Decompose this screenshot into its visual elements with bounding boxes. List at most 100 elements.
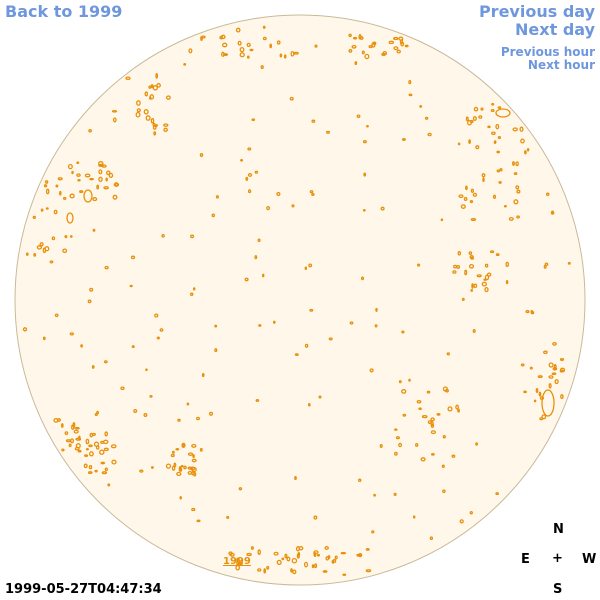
- contour-mark: [408, 79, 412, 85]
- contour-mark: [519, 126, 524, 132]
- contour-mark: [191, 471, 195, 476]
- contour-mark: [332, 559, 337, 563]
- contour-mark: [85, 447, 89, 451]
- contour-mark: [497, 135, 502, 140]
- contour-mark: [105, 177, 108, 182]
- contour-mark: [189, 466, 196, 471]
- contour-mark: [493, 140, 497, 144]
- contour-mark: [103, 447, 109, 452]
- contour-mark: [154, 313, 159, 318]
- contour-mark: [313, 552, 317, 558]
- contour-mark: [130, 255, 136, 260]
- contour-mark: [88, 464, 93, 470]
- next-hour-link[interactable]: Next hour: [527, 58, 595, 72]
- contour-mark: [372, 41, 377, 46]
- back-to-year-link[interactable]: Back to 1999: [5, 2, 123, 21]
- contour-mark: [189, 292, 194, 297]
- contour-mark: [541, 389, 555, 417]
- contour-mark: [396, 49, 401, 54]
- contour-mark: [246, 552, 252, 557]
- next-day-link[interactable]: Next day: [515, 20, 595, 39]
- contour-mark: [89, 287, 94, 292]
- contour-mark: [155, 73, 159, 79]
- contour-mark: [89, 177, 94, 181]
- contour-mark: [239, 52, 245, 58]
- year-link[interactable]: 1999: [223, 556, 251, 567]
- contour-mark: [249, 48, 254, 52]
- compass-west-label: W: [582, 552, 597, 567]
- contour-mark: [342, 573, 347, 576]
- contour-mark: [94, 412, 98, 417]
- contour-mark: [442, 435, 446, 439]
- contour-mark: [424, 116, 429, 120]
- contour-mark: [224, 53, 228, 57]
- contour-mark: [33, 253, 37, 257]
- contour-mark: [469, 254, 474, 260]
- contour-mark: [393, 46, 399, 51]
- contour-mark: [107, 483, 111, 487]
- contour-mark: [144, 91, 149, 97]
- compass-east-label: E: [521, 552, 530, 567]
- contour-mark: [93, 441, 100, 447]
- contour-mark: [554, 379, 559, 385]
- contour-mark: [473, 106, 479, 112]
- contour-mark: [78, 435, 81, 441]
- contour-mark: [473, 283, 478, 289]
- contour-mark: [470, 288, 474, 292]
- contour-mark: [469, 510, 473, 515]
- contour-mark: [513, 199, 519, 205]
- contour-mark: [495, 492, 500, 496]
- contour-mark: [460, 204, 466, 209]
- contour-mark: [543, 350, 548, 355]
- contour-mark: [36, 245, 43, 250]
- contour-mark: [236, 557, 240, 562]
- contour-mark: [408, 93, 413, 97]
- contour-mark: [291, 557, 298, 564]
- contour-mark: [544, 262, 549, 266]
- contour-mark: [461, 297, 465, 302]
- previous-day-link[interactable]: Previous day: [478, 2, 595, 21]
- contour-mark: [188, 48, 193, 54]
- contour-mark: [495, 253, 500, 257]
- contour-mark: [112, 194, 118, 200]
- contour-mark: [361, 50, 365, 55]
- contour-mark: [512, 161, 515, 166]
- contour-mark: [553, 364, 557, 370]
- contour-mark: [401, 138, 406, 141]
- contour-mark: [313, 515, 318, 520]
- contour-mark: [279, 53, 283, 58]
- contour-mark: [150, 466, 154, 469]
- contour-mark: [430, 417, 435, 422]
- contour-mark: [447, 406, 453, 412]
- previous-hour-link[interactable]: Previous hour: [500, 45, 595, 59]
- contour-mark: [59, 190, 62, 196]
- contour-mark: [495, 123, 500, 130]
- contour-mark: [398, 380, 402, 384]
- contour-mark: [120, 386, 125, 391]
- contour-mark: [324, 546, 329, 550]
- contour-mark: [73, 429, 79, 434]
- contour-mark: [304, 266, 308, 271]
- contour-mark: [537, 375, 543, 379]
- contour-mark: [54, 313, 59, 318]
- contour-mark: [379, 443, 383, 449]
- contour-mark: [470, 217, 477, 222]
- contour-mark: [183, 465, 187, 470]
- contour-mark: [368, 45, 373, 49]
- contour-mark: [261, 273, 265, 278]
- contour-mark: [496, 169, 501, 173]
- contour-mark: [551, 372, 557, 376]
- contour-mark: [358, 33, 362, 40]
- contour-mark: [548, 362, 554, 368]
- contour-mark: [196, 416, 200, 421]
- contour-mark: [68, 443, 72, 448]
- contour-mark: [228, 551, 233, 556]
- contour-mark: [69, 193, 75, 199]
- contour-mark: [328, 337, 333, 341]
- contour-mark: [175, 448, 180, 451]
- contour-mark: [161, 233, 165, 238]
- contour-mark: [247, 173, 253, 177]
- contour-mark: [145, 115, 151, 121]
- contour-mark: [103, 360, 108, 364]
- contour-mark: [257, 238, 261, 243]
